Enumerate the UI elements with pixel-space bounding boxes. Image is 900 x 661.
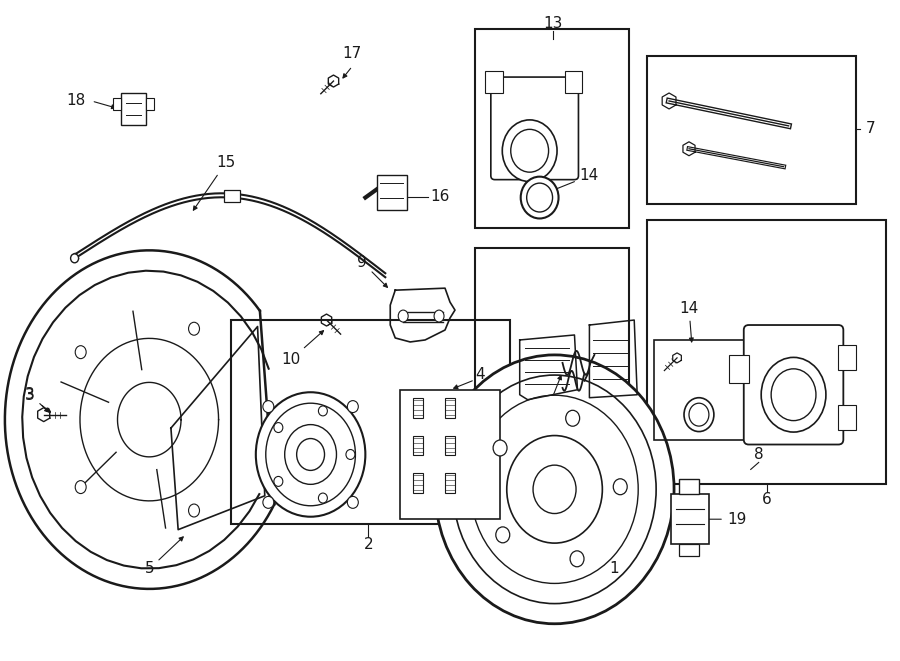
Ellipse shape xyxy=(533,465,576,514)
Bar xyxy=(147,98,154,110)
FancyBboxPatch shape xyxy=(491,77,579,180)
Ellipse shape xyxy=(70,254,78,263)
FancyBboxPatch shape xyxy=(743,325,843,444)
Bar xyxy=(413,436,423,455)
Ellipse shape xyxy=(510,130,549,172)
Ellipse shape xyxy=(189,504,200,517)
Bar xyxy=(224,190,239,202)
Bar xyxy=(231,320,509,524)
Text: 19: 19 xyxy=(675,512,746,527)
Ellipse shape xyxy=(493,440,507,456)
Bar xyxy=(671,494,709,544)
Ellipse shape xyxy=(435,355,674,624)
Bar xyxy=(113,98,122,110)
Bar xyxy=(564,71,582,93)
Bar xyxy=(445,473,455,493)
Bar xyxy=(679,479,699,494)
Ellipse shape xyxy=(761,358,826,432)
Ellipse shape xyxy=(613,479,627,494)
Bar xyxy=(413,473,423,493)
Text: 14: 14 xyxy=(544,168,599,194)
Ellipse shape xyxy=(297,438,325,471)
Text: 5: 5 xyxy=(145,537,184,576)
Ellipse shape xyxy=(346,449,355,459)
Text: 16: 16 xyxy=(430,189,449,204)
Bar xyxy=(377,175,407,210)
Ellipse shape xyxy=(274,477,283,486)
Ellipse shape xyxy=(263,496,274,508)
Text: 14: 14 xyxy=(680,301,698,342)
Ellipse shape xyxy=(347,401,358,412)
Ellipse shape xyxy=(502,120,557,182)
Text: 17: 17 xyxy=(343,46,362,61)
Text: 8: 8 xyxy=(754,447,763,462)
Bar xyxy=(839,405,856,430)
Ellipse shape xyxy=(189,323,200,335)
Bar xyxy=(485,71,503,93)
Text: 6: 6 xyxy=(761,492,771,507)
Bar xyxy=(839,345,856,370)
Text: 13: 13 xyxy=(543,16,562,31)
Bar xyxy=(647,221,886,485)
Text: 10: 10 xyxy=(281,330,323,368)
Bar xyxy=(475,29,629,229)
Ellipse shape xyxy=(496,527,509,543)
Text: 2: 2 xyxy=(364,537,374,551)
Text: 15: 15 xyxy=(194,155,236,210)
Ellipse shape xyxy=(263,401,274,412)
Text: 9: 9 xyxy=(357,254,387,288)
Bar xyxy=(654,340,749,440)
Bar xyxy=(122,93,147,125)
Ellipse shape xyxy=(566,410,580,426)
Bar xyxy=(445,436,455,455)
Ellipse shape xyxy=(266,403,356,506)
Ellipse shape xyxy=(453,375,656,603)
Text: 3: 3 xyxy=(25,387,34,403)
Text: 18: 18 xyxy=(66,93,86,108)
Bar xyxy=(647,56,856,204)
Bar xyxy=(475,249,629,422)
Ellipse shape xyxy=(434,310,444,322)
Ellipse shape xyxy=(471,395,638,584)
Ellipse shape xyxy=(256,392,365,517)
Bar xyxy=(400,390,500,519)
Bar xyxy=(729,355,749,383)
Ellipse shape xyxy=(526,183,553,212)
Bar xyxy=(679,544,699,556)
Ellipse shape xyxy=(284,424,337,485)
Ellipse shape xyxy=(76,346,86,359)
Text: 11: 11 xyxy=(530,432,549,447)
Ellipse shape xyxy=(507,436,602,543)
Bar xyxy=(445,398,455,418)
Ellipse shape xyxy=(398,310,409,322)
Bar xyxy=(413,398,423,418)
Text: 12: 12 xyxy=(538,375,562,417)
Text: 3: 3 xyxy=(25,388,34,403)
Ellipse shape xyxy=(684,398,714,432)
Ellipse shape xyxy=(570,551,584,566)
Text: 1: 1 xyxy=(558,545,619,576)
Text: 7: 7 xyxy=(866,122,875,136)
Ellipse shape xyxy=(319,493,328,503)
Ellipse shape xyxy=(347,496,358,508)
Ellipse shape xyxy=(76,481,86,494)
Ellipse shape xyxy=(274,422,283,432)
Ellipse shape xyxy=(319,406,328,416)
Ellipse shape xyxy=(771,369,816,420)
Ellipse shape xyxy=(521,176,559,219)
Ellipse shape xyxy=(689,403,709,426)
Text: 4: 4 xyxy=(475,368,485,382)
